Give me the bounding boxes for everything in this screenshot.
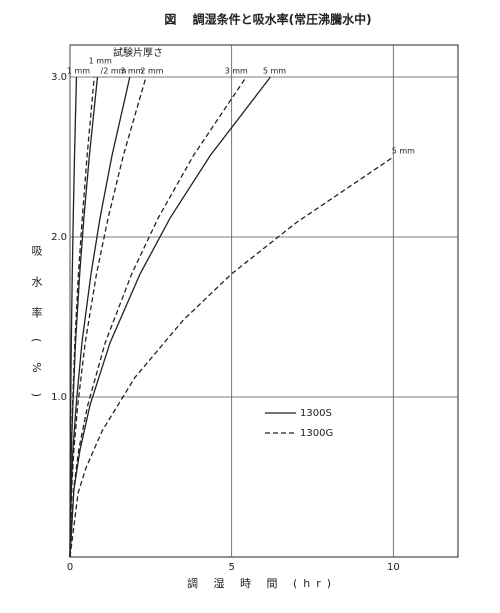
series-label: /2 mm [101, 67, 127, 76]
y-tick-label: 1.0 [51, 392, 67, 403]
curve [69, 76, 247, 558]
series-label: 5 mm [263, 67, 286, 76]
legend-label: 1300G [300, 428, 333, 439]
curve [69, 76, 99, 558]
series-label: 5 mm [392, 147, 415, 156]
curve [69, 76, 147, 558]
series-label: 1 mm [67, 67, 90, 76]
annotation: 試験片厚さ [113, 46, 163, 59]
curve [69, 156, 394, 558]
y-tick-label: 3.0 [51, 72, 67, 83]
x-axis-label: 調 湿 時 間 (hr) [187, 576, 337, 590]
y-axis-label: 吸水率(%) [30, 245, 43, 417]
x-tick-label: 0 [67, 562, 73, 573]
curve [69, 76, 271, 558]
series-label: 2 mm [140, 67, 163, 76]
series-label: 1 mm [89, 57, 112, 66]
chart-title: 図 調湿条件と吸水率(常圧沸騰水中) [164, 12, 371, 27]
series-label: 3 mm [120, 67, 143, 76]
x-tick-label: 10 [387, 562, 400, 573]
series-label: 3 mm [225, 67, 248, 76]
x-tick-label: 5 [228, 562, 234, 573]
legend-label: 1300S [300, 408, 332, 419]
y-tick-label: 2.0 [51, 232, 67, 243]
